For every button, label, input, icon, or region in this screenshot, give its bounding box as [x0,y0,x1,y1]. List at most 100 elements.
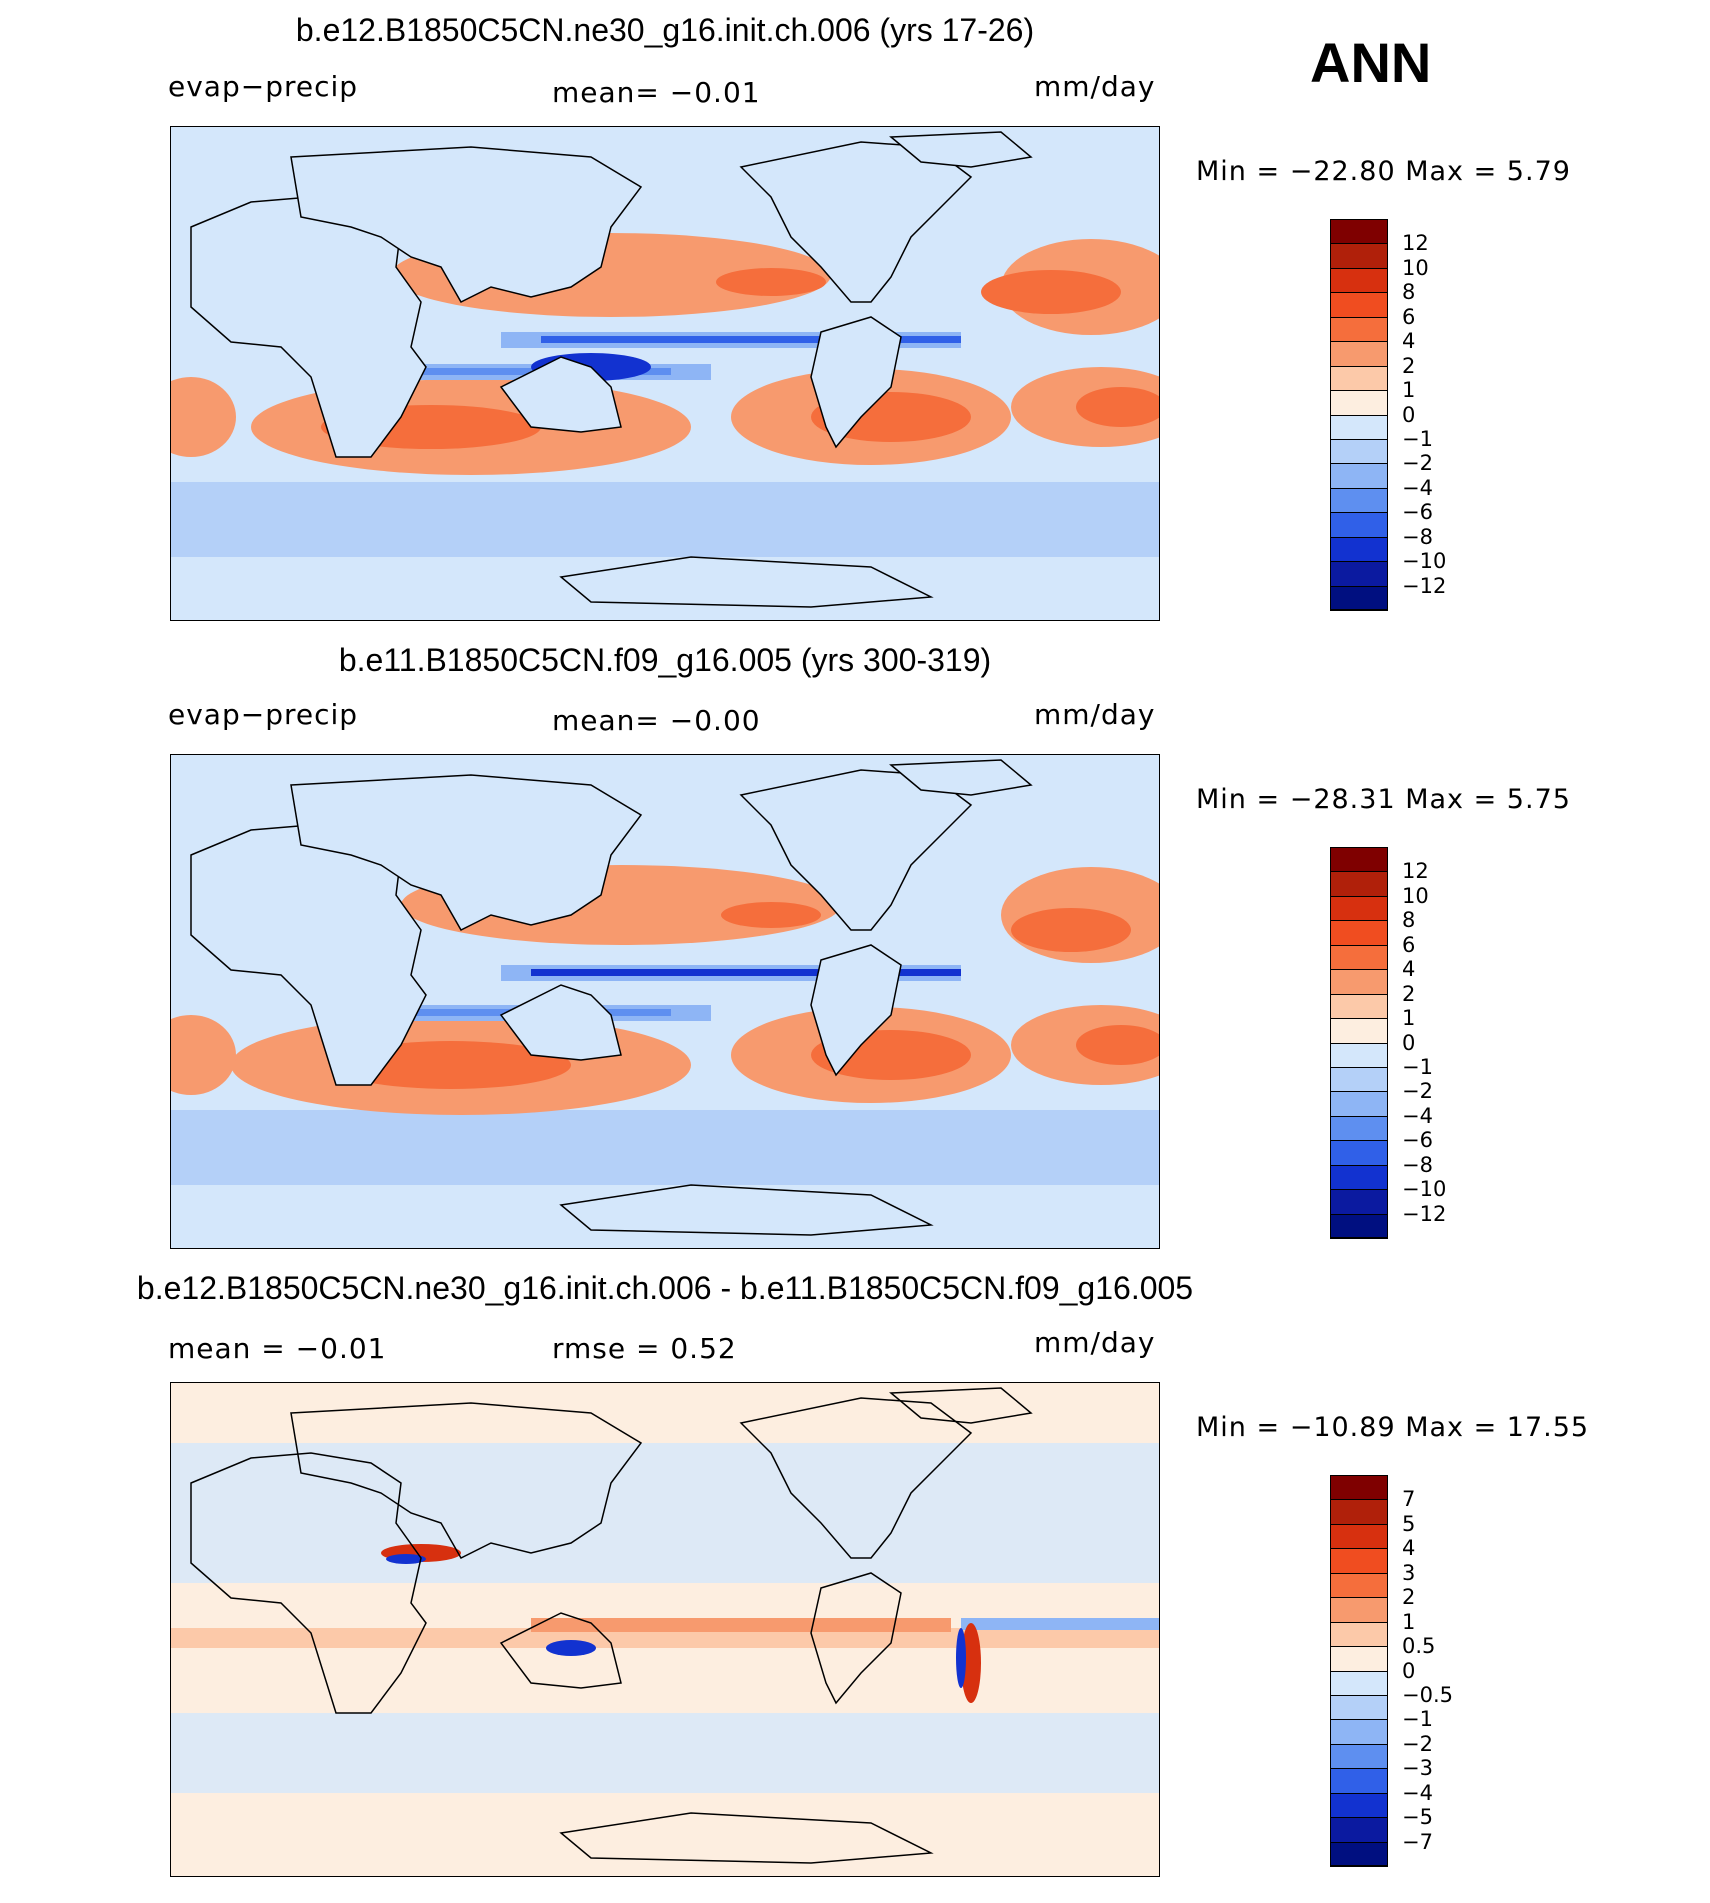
panel-1-map-svg [171,127,1159,620]
colorbar-tick-label: −2 [1402,1731,1433,1756]
colorbar-tick-label: 6 [1402,932,1416,957]
colorbar-tick-label: −6 [1402,1128,1433,1153]
colorbar-tick-label: −4 [1402,1780,1433,1805]
colorbar-tick-label: −10 [1402,1177,1447,1202]
colorbar-tick-label: 6 [1402,304,1416,329]
colorbar-tick-label: 1 [1402,1006,1416,1031]
colorbar-tick-label: 0 [1402,402,1416,427]
panel-1-title: b.e12.B1850C5CN.ne30_g16.init.ch.006 (yr… [295,12,1035,48]
colorbar-tick-label: 2 [1402,353,1416,378]
colorbar-tick-label: 3 [1402,1560,1416,1585]
panel-3-map [170,1382,1160,1877]
colorbar-tick-label: −7 [1402,1829,1433,1854]
colorbar-tick-label: 10 [1402,883,1429,908]
colorbar-swatch [1330,1091,1388,1117]
colorbar-swatch [1330,1670,1388,1696]
colorbar-swatch [1330,969,1388,995]
colorbar-swatch [1330,993,1388,1019]
colorbar-swatch [1330,895,1388,921]
colorbar-swatch [1330,365,1388,391]
colorbar-swatch [1330,1018,1388,1043]
colorbar-tick-label: 4 [1402,957,1416,982]
panel-3-colorbar: 7 5 4 3 2 1 0.5 0 −0.5 −1 −2 −3 −4 −5 −7 [1330,1475,1453,1867]
colorbar-tick-label: −2 [1402,451,1433,476]
panel-1-colorbar: 12 10 8 6 4 2 1 0 −1 −2 −4 −6 −8 −10 −12 [1330,219,1446,611]
panel-3-map-svg [171,1383,1159,1876]
colorbar-swatch [1330,1841,1388,1867]
colorbar-swatch [1330,1213,1388,1239]
panel-3-units-label: mm/day [1034,1326,1156,1359]
colorbar-tick-label: −0.5 [1402,1682,1453,1707]
colorbar-swatch [1330,1572,1388,1598]
colorbar-swatch [1330,341,1388,367]
panel-1-units-label: mm/day [1034,70,1156,103]
panel-2-map-svg [171,755,1159,1248]
panel-1-min-max: Min = −22.80 Max = 5.79 [1196,156,1571,187]
colorbar-swatch [1330,487,1388,513]
colorbar-swatch [1330,536,1388,562]
colorbar-tick-label: −12 [1402,1201,1447,1226]
colorbar-swatch [1330,438,1388,464]
colorbar-swatch [1330,944,1388,970]
colorbar-swatch [1330,512,1388,538]
panel-2-title: b.e11.B1850C5CN.f09_g16.005 (yrs 300-319… [338,642,992,678]
colorbar-swatch [1330,1646,1388,1671]
colorbar-tick-label: 12 [1402,859,1429,884]
colorbar-swatch [1330,585,1388,611]
panel-3-mean-label: mean = −0.01 [168,1332,387,1365]
colorbar-tick-label: −1 [1402,426,1433,451]
colorbar-tick-label: −5 [1402,1805,1433,1830]
colorbar-tick-label: −1 [1402,1054,1433,1079]
panel-1-variable-label: evap−precip [168,70,359,103]
colorbar-swatch [1330,920,1388,946]
colorbar-swatch [1330,1768,1388,1794]
panel-3-rmse-label: rmse = 0.52 [552,1332,737,1365]
colorbar-tick-label: 1 [1402,378,1416,403]
colorbar-tick-label: −2 [1402,1079,1433,1104]
colorbar-tick-label: −8 [1402,1152,1433,1177]
colorbar-tick-label: 2 [1402,981,1416,1006]
panel-2-units-label: mm/day [1034,698,1156,731]
colorbar-swatch [1330,1164,1388,1190]
colorbar-tick-label: −4 [1402,475,1433,500]
colorbar-tick-label: 8 [1402,280,1416,305]
colorbar-swatch [1330,414,1388,440]
colorbar-tick-label: −3 [1402,1756,1433,1781]
colorbar-swatch [1330,316,1388,342]
colorbar-swatch [1330,1792,1388,1818]
colorbar-tick-label: −6 [1402,500,1433,525]
panel-2-variable-label: evap−precip [168,698,359,731]
colorbar-tick-label: 4 [1402,329,1416,354]
colorbar-tick-label: 4 [1402,1536,1416,1561]
colorbar-tick-label: 0 [1402,1030,1416,1055]
colorbar-swatch [1330,1140,1388,1166]
colorbar-swatch [1330,1066,1388,1092]
colorbar-swatch [1330,1743,1388,1769]
colorbar-swatch [1330,1475,1388,1500]
panel-2-min-max: Min = −28.31 Max = 5.75 [1196,784,1571,815]
colorbar-swatch [1330,1694,1388,1720]
panel-1-mean-label: mean= −0.01 [552,76,761,109]
colorbar-tick-label: 2 [1402,1585,1416,1610]
colorbar-swatch [1330,390,1388,415]
colorbar-swatch [1330,1523,1388,1549]
panel-3-title: b.e12.B1850C5CN.ne30_g16.init.ch.006 - b… [136,1270,1194,1306]
colorbar-tick-label: −12 [1402,573,1447,598]
colorbar-tick-label: 7 [1402,1487,1416,1512]
panel-2-colorbar: 12 10 8 6 4 2 1 0 −1 −2 −4 −6 −8 −10 −12 [1330,847,1446,1239]
colorbar-swatch [1330,1499,1388,1525]
colorbar-swatch [1330,219,1388,244]
colorbar-swatch [1330,1189,1388,1215]
colorbar-swatch [1330,292,1388,318]
colorbar-tick-label: −10 [1402,549,1447,574]
colorbar-swatch [1330,871,1388,897]
panel-1-map [170,126,1160,621]
colorbar-tick-label: −4 [1402,1103,1433,1128]
colorbar-swatch [1330,1621,1388,1647]
colorbar-swatch [1330,1597,1388,1623]
colorbar-swatch [1330,463,1388,489]
season-label: ANN [1310,31,1432,94]
colorbar-tick-label: −8 [1402,524,1433,549]
colorbar-swatch [1330,1548,1388,1574]
panel-2-map [170,754,1160,1249]
